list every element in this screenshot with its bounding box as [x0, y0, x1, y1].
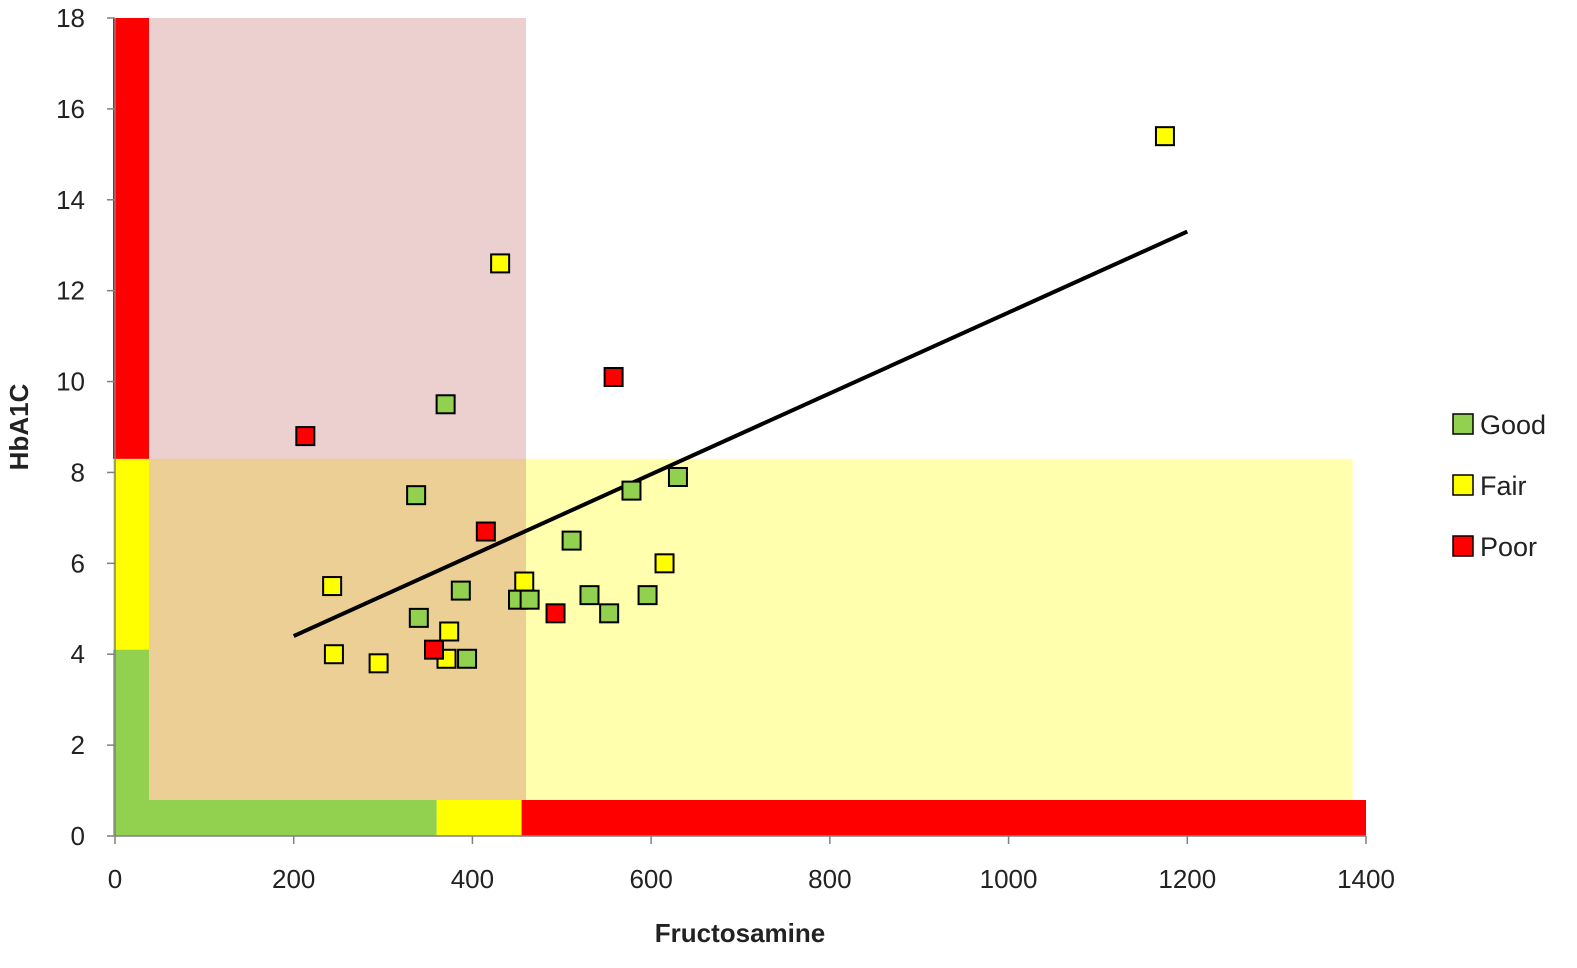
data-point-good — [450, 580, 471, 601]
band-y-good — [113, 649, 149, 836]
data-point-good — [457, 648, 478, 669]
y-tick-label: 0 — [71, 821, 85, 851]
y-tick-label: 4 — [71, 639, 85, 669]
legend-label-fair: Fair — [1480, 471, 1527, 501]
data-point-fair — [439, 621, 460, 642]
y-axis-title: HbA1C — [4, 383, 34, 470]
x-tick-label: 600 — [629, 864, 672, 894]
data-point-poor — [295, 426, 316, 447]
axes — [114, 18, 1366, 837]
legend-label-poor: Poor — [1480, 532, 1537, 562]
data-point-good — [435, 394, 456, 415]
y-tick-label: 12 — [56, 276, 85, 306]
x-tick-label: 1400 — [1337, 864, 1395, 894]
data-point-good — [579, 585, 600, 606]
category-bands — [113, 18, 1366, 836]
legend: Good Fair Poor — [1452, 410, 1546, 562]
data-point-good — [406, 485, 427, 506]
data-point-poor — [545, 603, 566, 624]
poor-region — [115, 18, 527, 805]
legend-swatch-good — [1452, 413, 1474, 435]
band-x-poor — [521, 800, 1366, 836]
data-point-poor — [475, 521, 496, 542]
x-tick-label: 400 — [451, 864, 494, 894]
data-point-fair — [654, 553, 675, 574]
data-points — [295, 126, 1175, 674]
data-point-good — [667, 466, 688, 487]
data-point-good — [599, 603, 620, 624]
trendline-layer — [292, 229, 1189, 638]
legend-label-good: Good — [1480, 410, 1546, 440]
data-point-poor — [603, 367, 624, 388]
y-tick-label: 16 — [56, 94, 85, 124]
data-point-fair — [1154, 126, 1175, 147]
data-point-fair — [322, 576, 343, 597]
data-point-poor — [424, 639, 445, 660]
y-tick-label: 2 — [71, 730, 85, 760]
data-point-good — [561, 530, 582, 551]
data-point-fair — [323, 644, 344, 665]
shaded-regions — [115, 18, 1353, 805]
legend-swatch-poor — [1452, 535, 1474, 557]
data-point-good — [408, 607, 429, 628]
data-point-good — [519, 589, 540, 610]
data-point-fair — [490, 253, 511, 274]
x-axis-title: Fructosamine — [655, 918, 826, 948]
y-tick-label: 14 — [56, 185, 85, 215]
band-y-poor — [113, 18, 149, 459]
legend-swatch-fair — [1452, 474, 1474, 496]
x-tick-label: 1000 — [980, 864, 1038, 894]
fair-region — [115, 458, 1353, 805]
band-x-good — [115, 800, 437, 836]
y-tick-label: 10 — [56, 367, 85, 397]
data-point-good — [637, 585, 658, 606]
x-tick-label: 0 — [108, 864, 122, 894]
x-tick-label: 800 — [808, 864, 851, 894]
data-point-good — [621, 480, 642, 501]
trendline — [292, 229, 1189, 638]
y-tick-label: 8 — [71, 457, 85, 487]
y-tick-label: 18 — [56, 3, 85, 33]
data-point-fair — [514, 571, 535, 592]
x-tick-label: 1200 — [1158, 864, 1216, 894]
band-y-fair — [113, 458, 149, 650]
band-x-fair — [436, 800, 522, 836]
axis-ticks: 0 200 400 600 800 1000 1200 1400 0 2 4 6 8 10 12 14 16 18 — [56, 3, 1395, 894]
x-tick-label: 200 — [272, 864, 315, 894]
data-point-fair — [368, 653, 389, 674]
y-tick-label: 6 — [71, 548, 85, 578]
